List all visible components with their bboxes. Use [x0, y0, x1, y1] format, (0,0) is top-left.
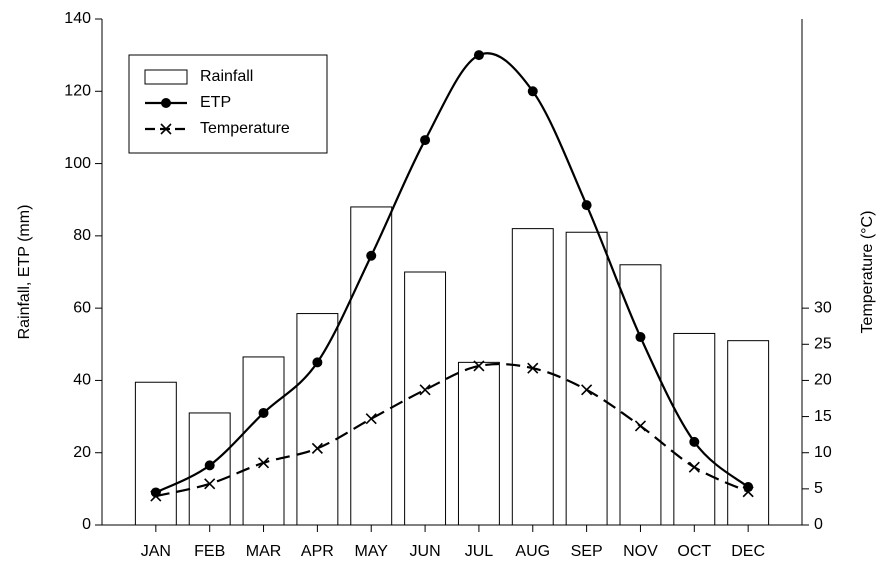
x-tick-label: MAY: [354, 543, 388, 560]
legend-label: ETP: [200, 94, 231, 111]
marker-x: [150, 490, 162, 502]
x-tick-label: OCT: [677, 543, 711, 560]
y2-tick-label: 15: [814, 408, 832, 425]
bar: [134, 381, 177, 526]
marker-dot: [527, 86, 538, 97]
x-tick-label: JUN: [410, 543, 441, 560]
bar: [673, 332, 716, 526]
x-tick-label: JUL: [465, 543, 494, 560]
bar: [565, 231, 608, 526]
y-tick-label: 0: [82, 516, 91, 533]
marker-dot: [635, 332, 646, 343]
marker-x: [365, 413, 377, 425]
marker-dot: [258, 407, 269, 418]
x-tick-label: SEP: [571, 543, 603, 560]
marker-x: [204, 478, 216, 490]
line: [155, 362, 749, 498]
marker-x: [527, 362, 539, 374]
marker-dot: [366, 250, 377, 261]
bar: [296, 313, 339, 526]
bar: [242, 356, 285, 526]
y2-tick-label: 5: [814, 480, 823, 497]
marker-dot: [581, 200, 592, 211]
y2-tick-label: 0: [814, 516, 823, 533]
marker-dot: [204, 460, 215, 471]
legend-label: Rainfall: [200, 68, 253, 85]
bar: [404, 271, 447, 526]
marker-x: [742, 486, 754, 498]
x-tick-label: FEB: [194, 543, 225, 560]
y-tick-label: 140: [64, 10, 91, 27]
y-tick-label: 100: [64, 155, 91, 172]
legend-marker: [160, 123, 172, 135]
legend: Rainfall ETP Temperature: [128, 54, 328, 154]
x-tick-label: AUG: [515, 543, 550, 560]
x-tick-label: DEC: [731, 543, 765, 560]
marker-dot: [420, 135, 431, 146]
legend-swatch: [144, 69, 188, 85]
marker-dot: [473, 50, 484, 61]
marker-dot: [689, 436, 700, 447]
y2-axis-label: Temperature (°C): [859, 211, 876, 334]
bar: [727, 340, 770, 526]
marker-x: [688, 461, 700, 473]
y2-tick-label: 10: [814, 444, 832, 461]
legend-marker: [161, 98, 171, 108]
bar: [511, 228, 554, 526]
y2-tick-label: 25: [814, 336, 832, 353]
bar: [457, 361, 500, 526]
marker-x: [473, 360, 485, 372]
x-tick-label: APR: [301, 543, 334, 560]
bar: [619, 264, 662, 526]
y2-tick-label: 30: [814, 299, 832, 316]
legend-label: Temperature: [200, 120, 290, 137]
y-tick-label: 20: [73, 444, 91, 461]
marker-dot: [312, 357, 323, 368]
y-tick-label: 120: [64, 83, 91, 100]
marker-x: [311, 442, 323, 454]
y2-tick-label: 20: [814, 372, 832, 389]
y-tick-label: 40: [73, 372, 91, 389]
marker-x: [581, 384, 593, 396]
x-tick-label: JAN: [141, 543, 171, 560]
marker-x: [419, 384, 431, 396]
marker-x: [257, 457, 270, 469]
y-axis-label: Rainfall, ETP (mm): [16, 205, 33, 340]
x-tick-label: MAR: [246, 543, 282, 560]
x-tick-label: NOV: [623, 543, 658, 560]
y-tick-label: 60: [73, 299, 91, 316]
y-tick-label: 80: [73, 227, 91, 244]
marker-x: [634, 420, 647, 432]
